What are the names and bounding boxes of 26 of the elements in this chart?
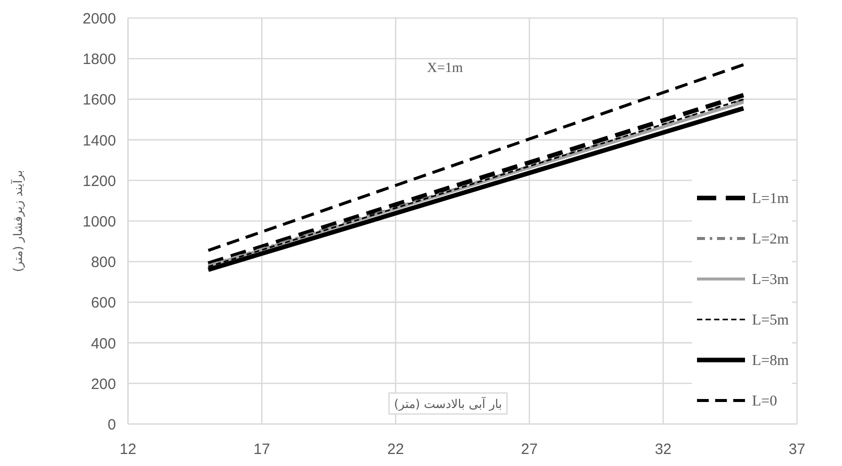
y-tick-label: 400 bbox=[90, 335, 116, 352]
y-axis-title: برآیند زیرفشار (متر) bbox=[10, 170, 25, 272]
legend-label: L=0 bbox=[752, 394, 778, 410]
x-tick-label: 37 bbox=[788, 441, 806, 458]
x-tick-label: 22 bbox=[387, 441, 404, 458]
x-tick-label: 27 bbox=[521, 441, 538, 458]
y-tick-label: 1000 bbox=[82, 214, 116, 230]
x-axis-title: بار آبی بالادست (متر) bbox=[394, 396, 502, 411]
y-tick-label: 0 bbox=[108, 416, 116, 434]
y-tick-label: 1600 bbox=[82, 92, 116, 109]
legend-label: L=8m bbox=[752, 353, 790, 369]
y-tick-label: 1200 bbox=[82, 172, 116, 190]
y-tick-label: 200 bbox=[90, 376, 116, 393]
x-tick-label: 17 bbox=[253, 441, 270, 458]
y-tick-label: 800 bbox=[90, 254, 116, 272]
legend-label: L=1m bbox=[752, 191, 790, 207]
legend-label: L=3m bbox=[752, 272, 790, 288]
legend-label: L=5m bbox=[752, 312, 790, 328]
x-tick-label: 32 bbox=[654, 441, 672, 458]
annotation: X=1m bbox=[427, 61, 464, 76]
legend-label: L=2m bbox=[752, 232, 790, 248]
y-tick-label: 600 bbox=[90, 294, 116, 312]
y-tick-label: 2000 bbox=[82, 10, 116, 28]
x-tick-label: 12 bbox=[120, 441, 136, 458]
y-tick-label: 1800 bbox=[82, 51, 116, 68]
y-tick-label: 1400 bbox=[82, 132, 116, 150]
